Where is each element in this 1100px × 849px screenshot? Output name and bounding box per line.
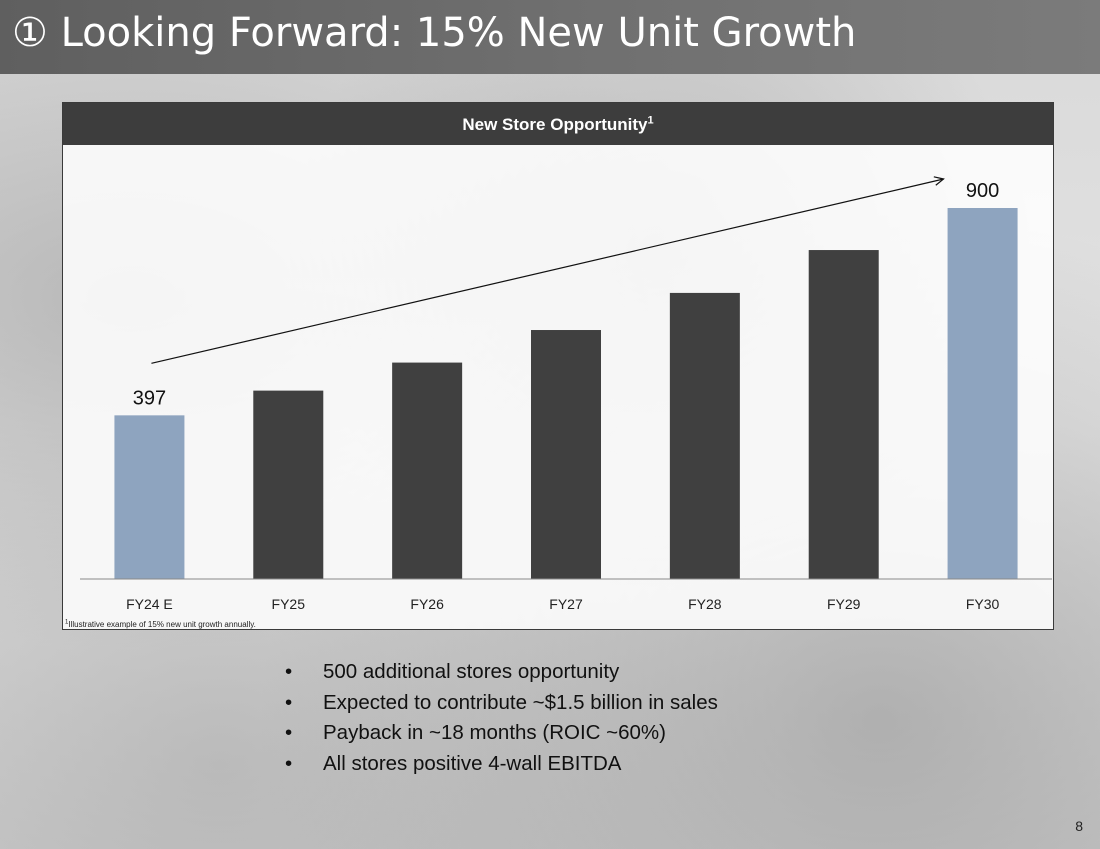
bar-fy29 (808, 250, 879, 579)
page-number: 8 (1075, 818, 1083, 834)
x-tick-label: FY29 (827, 596, 861, 612)
trend-arrow-head (933, 176, 945, 186)
bullet-dot: • (285, 660, 293, 683)
bar-fy28 (669, 292, 740, 579)
bullet-dot: • (285, 721, 293, 744)
trend-arrow-line (151, 178, 944, 364)
bar-fy26 (392, 362, 463, 579)
x-tick-label: FY25 (272, 596, 306, 612)
bullet-item: • All stores positive 4-wall EBITDA (285, 749, 718, 780)
bar-chart: FY24 E 397 FY25 FY26 FY27 FY28 FY29 FY30 900 (80, 176, 1052, 612)
bar-fy30 (947, 208, 1018, 579)
footnote: 1Illustrative example of 15% new unit gr… (65, 619, 256, 629)
x-tick-label: FY28 (688, 596, 722, 612)
footnote-marker: 1 (65, 619, 69, 626)
bar-fy27 (531, 330, 601, 579)
bullet-text: Expected to contribute ~$1.5 billion in … (323, 690, 718, 714)
footnote-text: Illustrative example of 15% new unit gro… (68, 620, 256, 629)
bullet-dot: • (285, 690, 293, 714)
bullet-item: • Expected to contribute ~$1.5 billion in… (285, 688, 718, 719)
x-tick-label: FY30 (966, 596, 1000, 612)
bullet-text: Payback in ~18 months (ROIC ~60%) (323, 721, 666, 744)
bullet-text: All stores positive 4-wall EBITDA (323, 751, 622, 775)
x-tick-label: FY27 (549, 596, 583, 612)
chart-title-footnote-marker: 1 (647, 114, 654, 127)
x-tick-label: FY24 E (126, 596, 173, 612)
x-tick-label: FY26 (410, 596, 444, 612)
bar-fy25 (253, 390, 324, 579)
chart-panel: New Store Opportunity1 FY24 E 397 FY25 FY26… (62, 102, 1054, 630)
bullet-text: 500 additional stores opportunity (323, 660, 620, 683)
bullet-item: • Payback in ~18 months (ROIC ~60%) (285, 718, 718, 749)
data-label: 900 (966, 180, 999, 202)
data-label: 397 (133, 387, 166, 409)
bullet-item: • 500 additional stores opportunity (285, 657, 718, 688)
chart-header: New Store Opportunity1 (63, 103, 1053, 145)
bullet-dot: • (285, 751, 293, 775)
slide-title: ① Looking Forward: 15% New Unit Growth (12, 10, 857, 56)
bar-fy24-e (114, 415, 185, 579)
title-bar: ① Looking Forward: 15% New Unit Growth (0, 0, 1100, 74)
bullet-list: • 500 additional stores opportunity • Expe… (285, 657, 718, 779)
chart-title: New Store Opportunity (462, 115, 648, 134)
